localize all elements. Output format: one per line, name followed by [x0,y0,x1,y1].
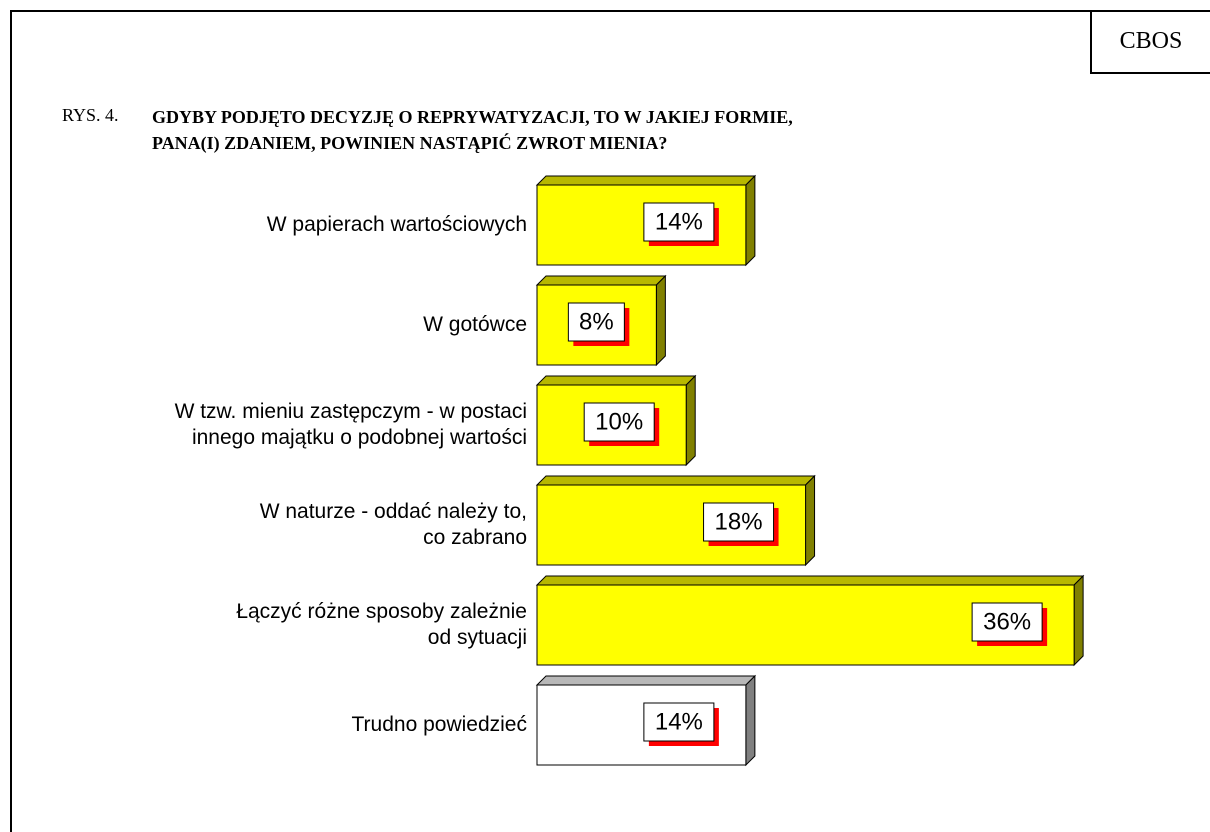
value-label: 18% [715,508,763,535]
category-label: W papierach wartościowych [266,213,527,236]
value-label: 10% [595,408,643,435]
label-box [971,602,1043,642]
category-label: Łączyć różne sposoby zależnie od sytuacj… [236,600,527,649]
category-label: Trudno powiedzieć [351,713,528,736]
label-box [703,502,775,542]
value-label: 14% [655,208,703,235]
page: CBOS RYS. 4. GDYBY PODJĘTO DECYZJĘ O REP… [10,10,1210,832]
label-box [583,402,655,442]
bar-top [535,275,667,286]
figure-label: RYS. 4. [62,105,119,125]
bar-side [805,474,816,567]
label-box [567,302,625,342]
category-label: W tzw. mieniu zastępczym - w postaci inn… [174,400,527,449]
category-label: W gotówce [423,313,527,336]
bar-top [535,375,697,386]
bar-side [745,174,756,267]
bar-side [685,374,696,467]
value-label: 36% [983,608,1031,635]
label-box [643,202,715,242]
bar-top [535,475,816,486]
bar-side [655,274,666,367]
bar-top [535,575,1085,586]
bar-side [1073,574,1084,667]
frame [10,10,1210,832]
value-label: 8% [579,308,614,335]
bar-side [745,674,756,767]
chart-title: GDYBY PODJĘTO DECYZJĘ O REPRYWATYZACJI, … [152,107,793,153]
source-box: CBOS [1090,10,1210,74]
label-box [643,702,715,742]
bar-top [535,675,757,686]
value-label: 14% [655,708,703,735]
category-label: W naturze - oddać należy to, co zabrano [259,500,527,549]
bar [536,284,657,366]
chart: 14% 8% 10% 18% 36% 14% [535,174,1085,767]
bar-top [535,175,757,186]
